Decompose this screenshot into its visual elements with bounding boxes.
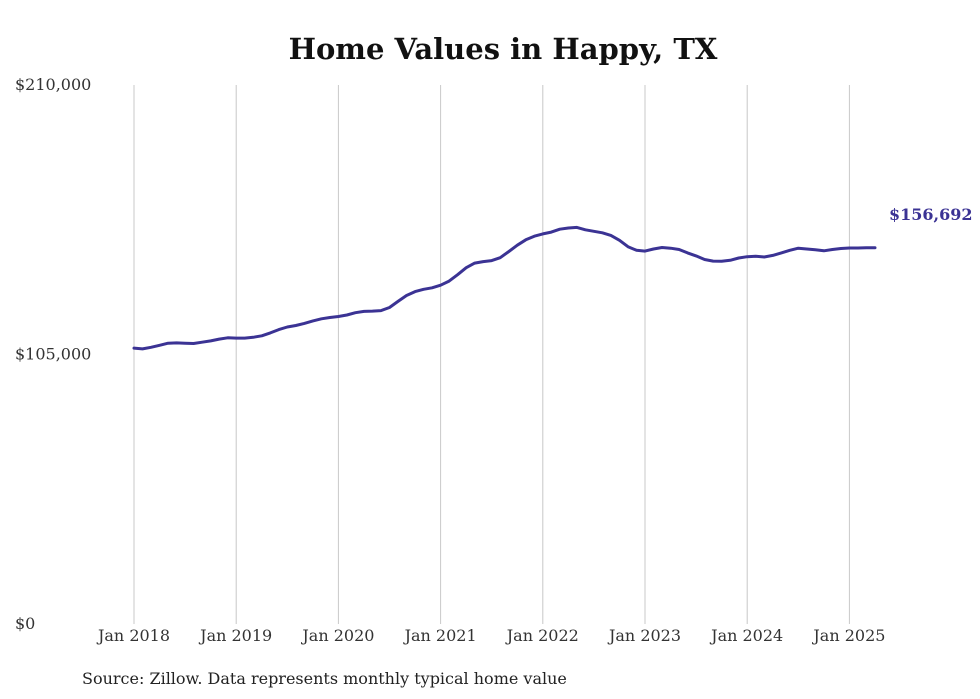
chart-title: Home Values in Happy, TX: [289, 32, 718, 66]
x-tick-label: Jan 2018: [96, 626, 170, 645]
x-axis-ticks: Jan 2018 Jan 2019 Jan 2020 Jan 2021 Jan 2022…: [96, 626, 885, 645]
y-axis-ticks: $0 $105,000 $210,000: [15, 75, 91, 633]
x-tick-label: Jan 2020: [300, 626, 374, 645]
x-tick-label: Jan 2024: [709, 626, 783, 645]
series-line-home-value: [132, 225, 877, 351]
y-tick-label: $0: [15, 614, 35, 633]
x-tick-label: Jan 2021: [403, 626, 477, 645]
x-tick-label: Jan 2025: [811, 626, 885, 645]
y-tick-label: $210,000: [15, 75, 91, 94]
end-value-label: $156,692: [889, 205, 973, 224]
y-tick-label: $105,000: [15, 345, 91, 364]
x-tick-label: Jan 2022: [505, 626, 579, 645]
x-tick-label: Jan 2019: [198, 626, 272, 645]
x-tick-label: Jan 2023: [607, 626, 681, 645]
grid-lines: [133, 85, 850, 624]
source-note: Source: Zillow. Data represents monthly …: [82, 669, 567, 688]
